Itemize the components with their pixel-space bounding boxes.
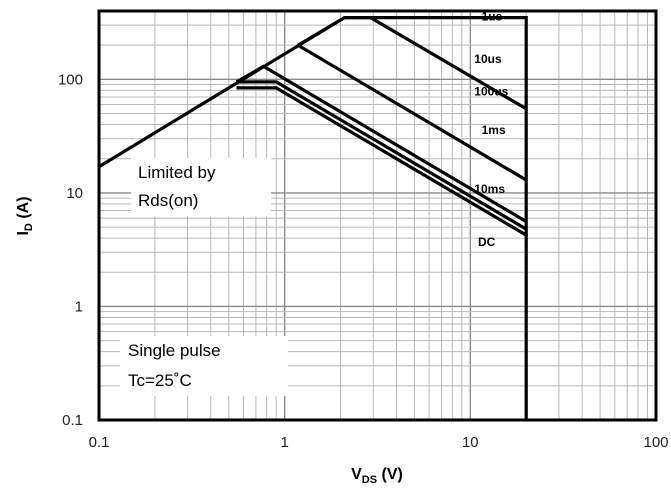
curve-label-1us: 1us [482, 10, 503, 24]
x-axis-title: VDS (V) [351, 466, 403, 486]
pulse-line-1: Single pulse [128, 341, 221, 360]
limited-line-2: Rds(on) [138, 191, 198, 210]
y-axis-title-unit: (A) [15, 196, 32, 223]
curve-1us [98, 16, 528, 420]
y-axis-title-sub: D [23, 223, 35, 231]
y-axis-title: ID (A) [15, 196, 35, 235]
pulse-line-2: Tc=25˚C [128, 371, 192, 390]
curve-label-1ms: 1ms [482, 123, 506, 137]
curve-10us [297, 16, 528, 111]
x-tick-label: 10 [462, 434, 479, 451]
x-tick-label: 100 [643, 434, 668, 451]
curve-100us [297, 43, 528, 182]
y-tick-label: 1 [75, 299, 83, 316]
y-axis-title-main: I [15, 231, 32, 235]
curve-label-10us: 10us [474, 52, 502, 66]
curve-label-DC: DC [478, 235, 496, 249]
pulse-box [120, 336, 288, 396]
curve-label-10ms: 10ms [474, 182, 505, 196]
tick-labels: 0.1 1 10 100 0.1 1 10 100 [58, 71, 669, 451]
x-axis-title-sub: DS [362, 474, 377, 486]
x-axis-title-unit: (V) [377, 466, 403, 483]
curve-1ms [235, 64, 528, 223]
curve-label-100us: 100us [474, 85, 508, 99]
curve-labels: 1us 10us 100us 1ms 10ms DC [474, 10, 508, 250]
limited-line-1: Limited by [138, 163, 216, 182]
x-tick-label: 1 [281, 434, 289, 451]
x-tick-label: 0.1 [89, 434, 110, 451]
curve-DC [236, 86, 528, 237]
curve-10ms [236, 80, 528, 231]
y-tick-label: 10 [66, 185, 83, 202]
y-tick-label: 100 [58, 71, 83, 88]
x-axis-title-main: V [351, 466, 362, 483]
curves [98, 16, 528, 420]
y-tick-label: 0.1 [62, 412, 83, 429]
plot-frame [97, 9, 658, 422]
annotations: Limited by Rds(on) Single pulse Tc=25˚C [120, 158, 288, 396]
limited-box [131, 158, 271, 216]
